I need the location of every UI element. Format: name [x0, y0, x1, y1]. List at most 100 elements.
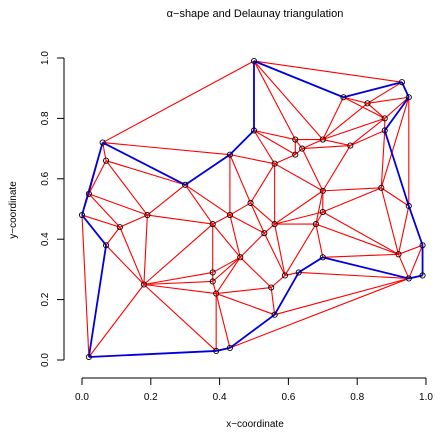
delaunay-edge: [88, 284, 145, 358]
data-point: [226, 211, 233, 219]
delaunay-edge: [380, 187, 400, 255]
data-point: [405, 202, 412, 210]
alpha-shape-edge: [229, 313, 276, 349]
alpha-shape-edge: [383, 96, 410, 132]
delaunay-edge: [397, 205, 410, 255]
delaunay-edge: [212, 214, 231, 225]
alpha-shape-edge: [322, 256, 410, 280]
delaunay-edge: [229, 202, 251, 216]
delaunay-edge: [367, 81, 403, 104]
delaunay-edge: [294, 148, 303, 156]
delaunay-edge: [263, 223, 276, 234]
alpha-shape-edge: [81, 142, 104, 216]
data-point: [99, 139, 106, 146]
delaunay-edge: [119, 226, 145, 285]
delaunay-edge: [184, 184, 214, 225]
data-point: [209, 221, 216, 228]
chart-title: α−shape and Delaunay triangulation: [167, 8, 344, 20]
delaunay-edge: [380, 97, 410, 189]
delaunay-edge: [102, 142, 230, 156]
delaunay-edge: [239, 256, 272, 288]
delaunay-edge: [380, 187, 410, 207]
delaunay-edge: [274, 190, 324, 225]
delaunay-edge: [88, 193, 121, 228]
delaunay-edge: [216, 286, 272, 295]
data-point: [398, 79, 405, 86]
delaunay-edge: [212, 256, 241, 282]
alpha-shape-edge: [229, 129, 255, 156]
delaunay-edge: [215, 293, 275, 316]
data-point: [419, 242, 426, 249]
data-point: [237, 254, 244, 261]
delaunay-edge: [143, 223, 214, 285]
x-tick-label: 0.6: [281, 392, 295, 403]
delaunay-edge: [212, 281, 217, 294]
alpha-shape: [81, 60, 424, 358]
delaunay-edge: [367, 96, 409, 104]
y-tick-label: 0.8: [40, 111, 51, 125]
data-point: [299, 145, 306, 152]
y-tick-label: 0.0: [40, 353, 51, 367]
delaunay-edge: [253, 60, 296, 140]
y-axis-title: y−coordinate: [8, 181, 19, 239]
data-point: [319, 187, 326, 194]
data-point: [213, 347, 220, 354]
delaunay-edge: [229, 214, 241, 258]
data-points: [78, 57, 426, 361]
delaunay-edge: [184, 184, 231, 216]
delaunay-edge: [143, 271, 213, 286]
delaunay-edge: [322, 253, 399, 258]
alpha-shape-edge: [298, 256, 324, 274]
delaunay-edge: [367, 102, 386, 119]
data-point: [364, 100, 371, 107]
data-point: [319, 254, 326, 261]
alpha-shape-edge: [407, 205, 424, 246]
delaunay-edge: [274, 163, 324, 192]
delaunay-edge: [322, 187, 382, 213]
delaunay-edge: [143, 283, 217, 295]
delaunay-edge: [398, 244, 423, 255]
data-point: [292, 136, 299, 143]
delaunay-edge: [350, 129, 385, 147]
data-point: [209, 278, 216, 285]
delaunay-edge: [229, 277, 409, 349]
delaunay-edge: [408, 245, 424, 279]
delaunay-edge: [322, 145, 351, 192]
delaunay-edge: [263, 232, 286, 276]
delaunay-edge: [229, 154, 252, 204]
delaunay-edge: [270, 287, 276, 315]
delaunay-edge: [274, 211, 323, 225]
y-tick-label: 0.2: [40, 292, 51, 306]
data-point: [271, 221, 278, 228]
delaunay-edge: [239, 232, 265, 258]
delaunay-edge: [105, 160, 148, 216]
y-axis-ticks: 0.0 0.2 0.4 0.6 0.8 1.0: [40, 51, 64, 367]
delaunay-edge: [215, 257, 241, 294]
delaunay-edge: [253, 60, 324, 140]
delaunay-edge: [250, 202, 265, 234]
data-point: [85, 353, 92, 361]
data-point: [292, 151, 299, 158]
data-point: [140, 281, 147, 288]
delaunay-edge: [105, 244, 145, 285]
alpha-shape-edge: [87, 245, 107, 358]
x-tick-label: 0.8: [350, 392, 364, 403]
x-tick-label: 1.0: [419, 392, 433, 403]
data-point: [247, 199, 254, 207]
delaunay-edge: [294, 139, 303, 149]
delaunay-edge: [322, 117, 385, 141]
data-point: [250, 57, 258, 65]
delaunay-edge: [274, 154, 296, 165]
delaunay-edge: [88, 160, 107, 195]
data-point: [347, 142, 354, 149]
delaunay-edge: [315, 190, 324, 225]
data-point: [226, 151, 233, 158]
delaunay-edge: [143, 284, 217, 352]
delaunay-edge: [143, 280, 213, 286]
data-point: [395, 251, 402, 258]
data-point: [268, 284, 275, 291]
delaunay-edge: [270, 275, 286, 288]
delaunay-edge: [102, 60, 255, 144]
alpha-shape-edge: [184, 153, 231, 186]
alpha-shape-edge: [253, 60, 344, 99]
